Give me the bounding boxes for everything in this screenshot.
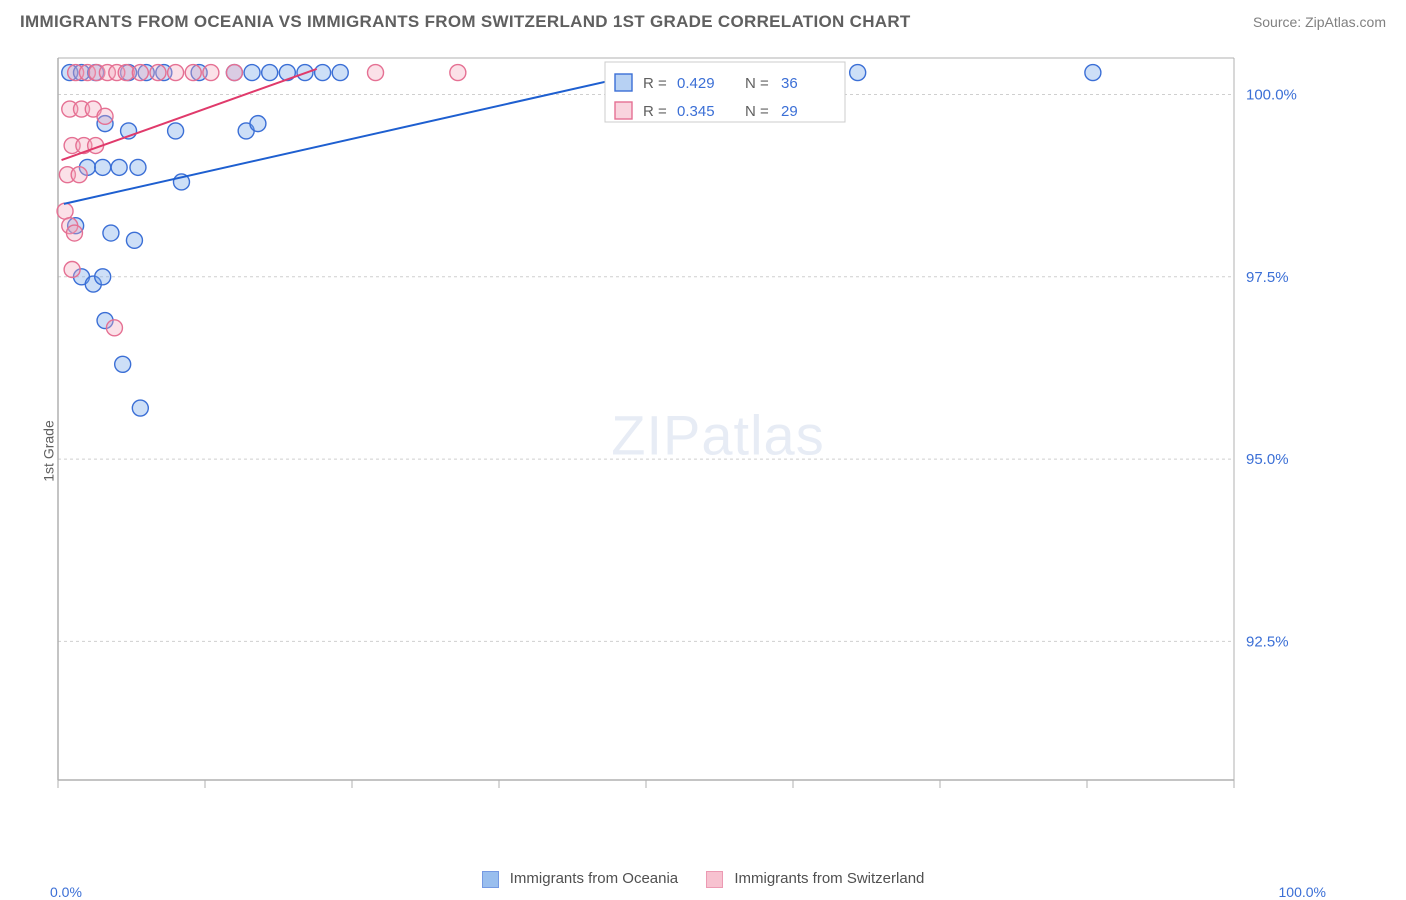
svg-text:N =: N =: [745, 103, 769, 120]
chart-area: 1st Grade 92.5%95.0%97.5%100.0%R =0.429N…: [50, 50, 1386, 852]
legend-swatch-switzerland: [706, 871, 723, 888]
header: IMMIGRANTS FROM OCEANIA VS IMMIGRANTS FR…: [0, 0, 1406, 40]
legend-item-switzerland: Immigrants from Switzerland: [706, 870, 924, 888]
svg-text:29: 29: [781, 103, 798, 120]
svg-text:97.5%: 97.5%: [1246, 269, 1289, 286]
svg-text:R =: R =: [643, 103, 667, 120]
y-axis-label: 1st Grade: [41, 420, 57, 481]
legend-swatch-oceania: [482, 871, 499, 888]
svg-text:95.0%: 95.0%: [1246, 451, 1289, 468]
svg-text:36: 36: [781, 75, 798, 92]
legend-item-oceania: Immigrants from Oceania: [482, 870, 679, 888]
chart-title: IMMIGRANTS FROM OCEANIA VS IMMIGRANTS FR…: [20, 12, 911, 32]
svg-text:R =: R =: [643, 75, 667, 92]
legend-label-oceania: Immigrants from Oceania: [510, 870, 678, 887]
source-label: Source: ZipAtlas.com: [1253, 14, 1386, 30]
legend-bottom: Immigrants from Oceania Immigrants from …: [0, 870, 1406, 888]
svg-text:100.0%: 100.0%: [1246, 86, 1297, 103]
svg-text:N =: N =: [745, 75, 769, 92]
svg-text:0.345: 0.345: [677, 103, 715, 120]
scatter-chart: 92.5% 95.0% 97.5% 100.0% R = 0.429 N = 36 R = 0.3…: [50, 50, 1310, 810]
legend-label-switzerland: Immigrants from Switzerland: [734, 870, 924, 887]
svg-text:92.5%: 92.5%: [1246, 633, 1289, 650]
svg-text:0.429: 0.429: [677, 75, 715, 92]
